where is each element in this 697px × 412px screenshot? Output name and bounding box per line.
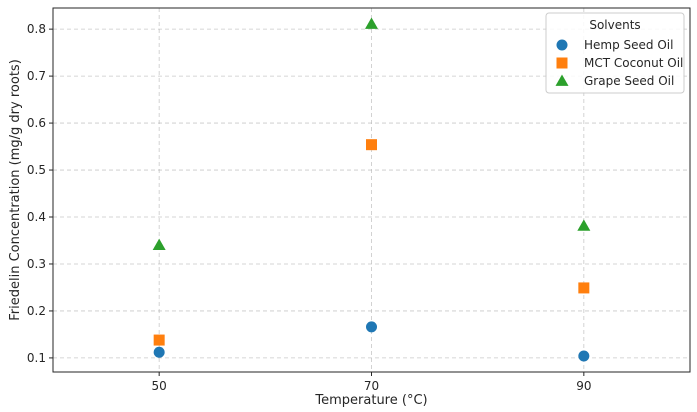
legend: Solvents Hemp Seed Oil MCT Coconut Oil Gra… xyxy=(545,12,685,94)
y-tick-label: 0.3 xyxy=(27,257,46,271)
square-point xyxy=(366,139,377,151)
x-tick-label: 70 xyxy=(364,379,379,393)
legend-marker-triangle xyxy=(555,74,569,86)
legend-box xyxy=(545,12,685,94)
square-point xyxy=(578,282,590,294)
legend-items: Hemp Seed Oil MCT Coconut Oil Grape Seed O… xyxy=(555,38,683,88)
circle-point xyxy=(578,350,590,362)
circle-point xyxy=(153,346,165,358)
legend-title: Solvents xyxy=(589,18,640,32)
y-axis-label: Friedelin Concentration (mg/g dry roots) xyxy=(8,59,23,321)
legend-marker-square xyxy=(556,57,568,69)
y-tick-label: 0.4 xyxy=(27,210,46,224)
x-tick-label: 90 xyxy=(576,379,591,393)
y-axis-ticks: 0.1 0.2 0.3 0.4 0.5 0.6 0.7 0.8 xyxy=(27,22,53,365)
y-tick-label: 0.8 xyxy=(27,22,46,36)
legend-marker-circle xyxy=(556,39,568,51)
triangle-point xyxy=(577,219,591,231)
y-tick-label: 0.5 xyxy=(27,163,46,177)
y-tick-label: 0.1 xyxy=(27,351,46,365)
square-point xyxy=(153,334,165,346)
x-axis-ticks: 50 70 90 xyxy=(152,372,591,393)
legend-label: Hemp Seed Oil xyxy=(584,38,673,52)
legend-label: MCT Coconut Oil xyxy=(584,56,683,70)
legend-label: Grape Seed Oil xyxy=(584,74,674,88)
data-points xyxy=(152,17,591,362)
y-tick-label: 0.7 xyxy=(27,69,46,83)
x-axis-label: Temperature (°C) xyxy=(314,393,427,408)
x-tick-label: 50 xyxy=(152,379,167,393)
circle-point xyxy=(366,321,377,333)
grid xyxy=(53,8,690,372)
triangle-point xyxy=(365,17,378,29)
y-tick-label: 0.2 xyxy=(27,304,46,318)
triangle-point xyxy=(152,238,166,251)
y-tick-label: 0.6 xyxy=(27,116,46,130)
